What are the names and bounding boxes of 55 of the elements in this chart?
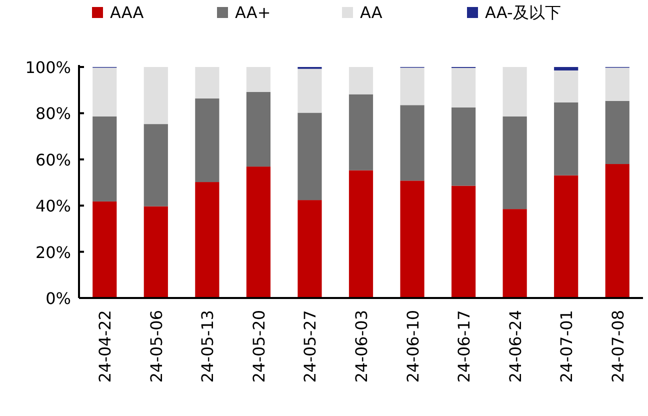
bar: [246, 67, 271, 92]
bar: [195, 98, 220, 182]
bar: [195, 67, 220, 98]
bar: [400, 105, 424, 181]
bar: [451, 107, 476, 186]
legend-label: AA: [360, 3, 382, 22]
legend-label: AA-及以下: [485, 3, 561, 22]
bar: [554, 175, 578, 298]
bar: [92, 201, 117, 298]
bar: [348, 67, 374, 94]
bar: [246, 92, 271, 167]
bar: [502, 116, 527, 210]
bar: [400, 68, 424, 106]
bar: [605, 164, 630, 298]
bar: [92, 116, 117, 202]
bar: [298, 68, 322, 113]
bar: [246, 166, 271, 298]
x-tick-label: 24-06-03: [352, 310, 371, 383]
bar: [605, 100, 630, 164]
bar: [298, 112, 322, 200]
bar: [144, 67, 168, 124]
bar: [502, 209, 527, 298]
x-tick-label: 24-05-06: [146, 310, 166, 383]
y-tick-label: 100%: [25, 58, 71, 77]
legend-label: AA+: [235, 3, 271, 22]
bar: [298, 200, 322, 298]
bar: [195, 182, 220, 298]
bar: [451, 186, 476, 298]
x-tick-label: 24-06-24: [506, 310, 525, 383]
x-tick-label: 24-05-27: [300, 310, 320, 383]
bar: [554, 102, 578, 176]
y-tick-label: 80%: [35, 104, 71, 124]
x-tick-label: 24-05-13: [198, 310, 218, 383]
y-tick-label: 40%: [35, 196, 71, 216]
bar: [400, 180, 424, 298]
x-tick-label: 24-06-10: [403, 310, 422, 383]
bar: [144, 124, 168, 206]
bar: [554, 70, 578, 102]
x-tick-label: 24-05-20: [249, 310, 268, 383]
bar: [348, 94, 374, 170]
x-tick-label: 24-04-22: [96, 310, 115, 383]
x-tick-label: 24-07-01: [557, 310, 576, 383]
y-tick-label: 60%: [35, 150, 71, 170]
bar: [554, 67, 578, 70]
x-tick-label: 24-07-08: [608, 310, 628, 383]
bar: [144, 206, 168, 298]
legend-label: AAA: [110, 3, 144, 22]
bar: [605, 68, 630, 101]
bar: [348, 170, 374, 298]
bar: [451, 68, 476, 108]
x-tick-label: 24-06-17: [454, 310, 474, 383]
bar: [502, 67, 527, 116]
y-tick-label: 0%: [46, 289, 71, 308]
y-tick-label: 20%: [35, 242, 71, 262]
bar: [92, 68, 117, 116]
